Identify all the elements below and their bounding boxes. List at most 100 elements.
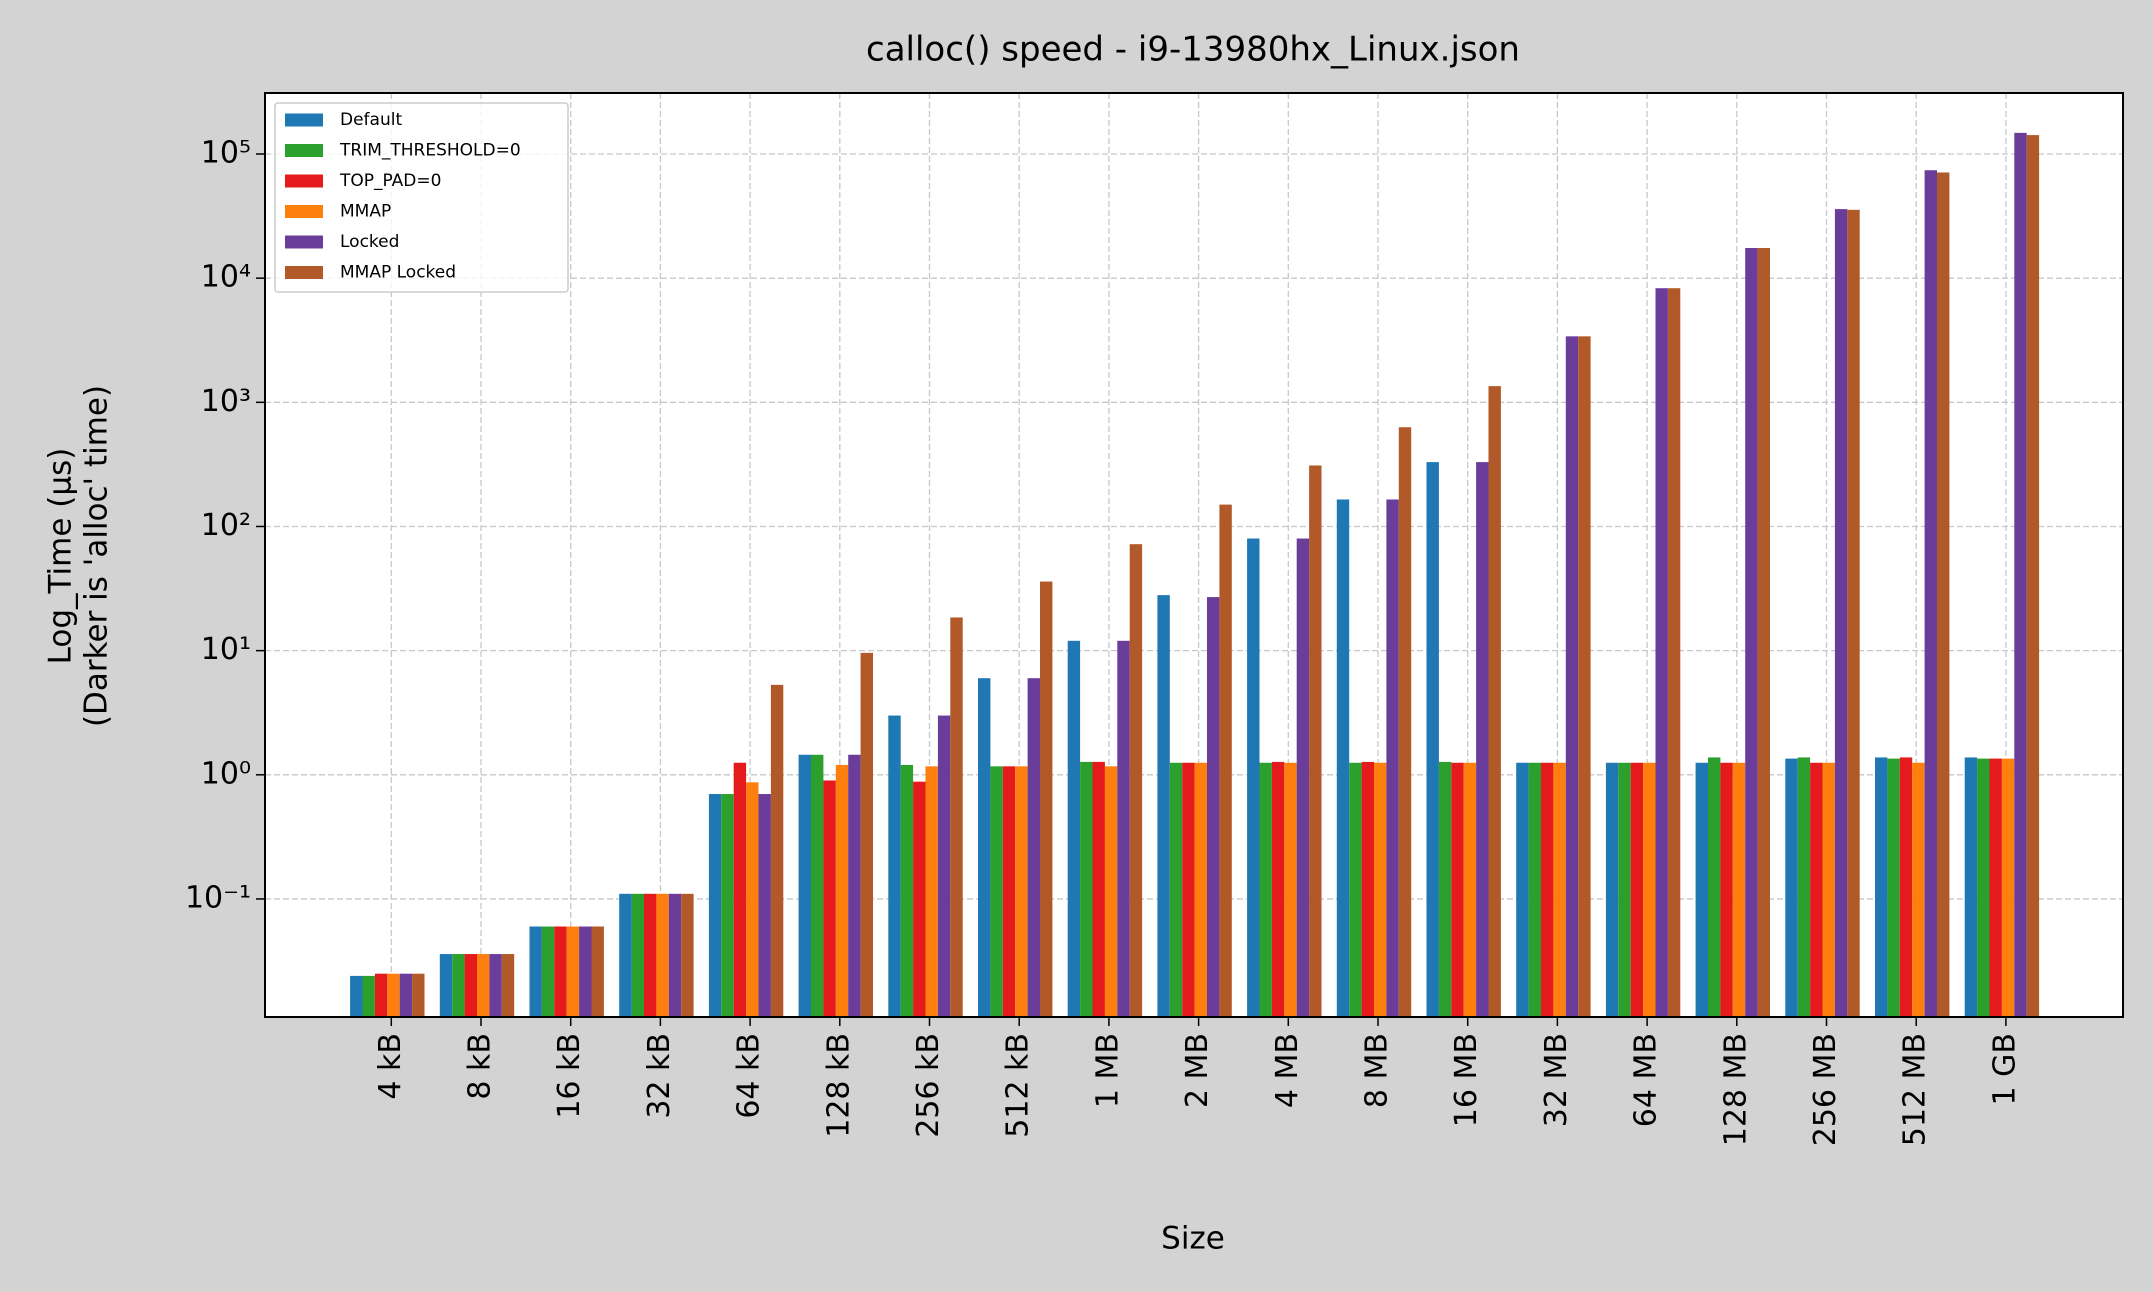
bar <box>1271 761 1285 1017</box>
legend-swatch <box>285 205 323 218</box>
bar <box>1296 538 1310 1017</box>
x-tick-label: 256 MB <box>1808 1033 1843 1146</box>
bar <box>1618 762 1631 1017</box>
x-tick-label: 8 kB <box>463 1033 498 1100</box>
bar <box>529 926 542 1017</box>
bar <box>1169 762 1183 1017</box>
bar <box>1822 762 1835 1017</box>
bar <box>1655 288 1668 1017</box>
x-tick-label: 8 MB <box>1360 1033 1395 1108</box>
bar <box>1578 336 1591 1017</box>
x-tick-label: 128 MB <box>1718 1033 1753 1146</box>
legend-swatch <box>285 113 323 127</box>
bar <box>1247 538 1260 1017</box>
bar <box>1386 499 1399 1017</box>
bar <box>1336 499 1350 1017</box>
bar <box>950 617 963 1017</box>
bar <box>978 678 991 1017</box>
bar <box>937 715 951 1017</box>
bar <box>1080 761 1093 1017</box>
y-tick-label: 10⁻¹ <box>185 880 251 915</box>
bar <box>1027 678 1040 1017</box>
bar <box>1002 766 1016 1017</box>
legend-label: MMAP <box>340 202 391 222</box>
x-tick-label: 16 MB <box>1449 1033 1484 1127</box>
plot-frame <box>264 92 2124 1018</box>
bar <box>644 893 657 1017</box>
bars <box>350 132 2040 1018</box>
bar <box>1349 762 1362 1017</box>
bar <box>1977 758 1990 1017</box>
bar <box>1219 504 1232 1018</box>
bar <box>631 893 644 1017</box>
bar <box>1565 336 1579 1017</box>
bar <box>1284 762 1297 1017</box>
legend-box <box>274 102 569 293</box>
bar <box>1899 757 1913 1017</box>
legend-swatch <box>285 144 323 157</box>
y-axis-label: Log_Time (µs) <box>43 448 79 665</box>
bar <box>477 954 490 1017</box>
bar <box>746 782 759 1017</box>
x-tick-label: 1 MB <box>1090 1033 1125 1108</box>
bar <box>1797 757 1811 1017</box>
bar <box>554 926 567 1017</box>
y-tick-label: 10¹ <box>201 632 251 667</box>
bar <box>835 764 849 1017</box>
bar <box>1451 762 1464 1017</box>
bar <box>1810 762 1823 1017</box>
bar <box>758 794 771 1017</box>
bar <box>1309 465 1322 1017</box>
bar <box>1117 640 1130 1017</box>
y-tick-label: 10⁰ <box>201 756 251 791</box>
bar <box>362 975 375 1017</box>
bar <box>848 754 861 1017</box>
bar <box>1528 762 1541 1017</box>
bar <box>1924 170 1937 1017</box>
bar <box>1463 762 1477 1017</box>
bar <box>770 684 784 1017</box>
bar <box>1847 209 1860 1018</box>
legend-label: TOP_PAD=0 <box>339 171 441 191</box>
axes: 10⁻¹ 10⁰ 10¹ 10² 10³ 10⁴ 10⁵ 4 kB 8 kB 16 kB 32 kB… <box>185 92 2124 1146</box>
x-tick-label: 32 kB <box>642 1033 677 1119</box>
bar <box>1708 757 1721 1017</box>
legend: Default TRIM_THRESHOLD=0 TOP_PAD=0 MMAP Lock… <box>274 102 569 293</box>
bar <box>1732 762 1746 1017</box>
legend-swatch <box>285 174 323 188</box>
bar <box>399 973 413 1017</box>
x-tick-label: 512 MB <box>1898 1033 1933 1146</box>
bar <box>464 954 477 1017</box>
bar <box>900 764 914 1017</box>
bar <box>1605 762 1619 1017</box>
legend-label: TRIM_THRESHOLD=0 <box>339 141 521 161</box>
bar <box>412 973 425 1017</box>
bar <box>1398 427 1412 1017</box>
legend-swatch <box>285 266 323 279</box>
bar <box>721 794 734 1017</box>
bar <box>579 926 592 1017</box>
y-tick-label: 10³ <box>201 384 251 419</box>
bar <box>1129 544 1143 1017</box>
bar <box>1259 762 1272 1017</box>
bar <box>1361 761 1374 1017</box>
chart-title: calloc() speed - i9-13980hx_Linux.json <box>866 30 1520 70</box>
bar <box>1643 762 1656 1017</box>
bar <box>1667 288 1681 1017</box>
bar <box>860 652 873 1017</box>
legend-label: MMAP Locked <box>340 263 456 283</box>
bar <box>452 954 465 1017</box>
bar <box>990 766 1003 1017</box>
x-tick-label: 2 MB <box>1180 1033 1215 1108</box>
bar <box>1516 762 1529 1017</box>
bar <box>1720 762 1733 1017</box>
bar <box>1834 209 1848 1018</box>
bar <box>1157 595 1170 1017</box>
bar <box>1182 762 1195 1017</box>
bar <box>925 766 938 1017</box>
bar <box>1015 766 1028 1017</box>
legend-label: Locked <box>340 232 399 252</box>
bar <box>374 973 388 1017</box>
x-tick-label: 512 kB <box>1001 1033 1036 1138</box>
